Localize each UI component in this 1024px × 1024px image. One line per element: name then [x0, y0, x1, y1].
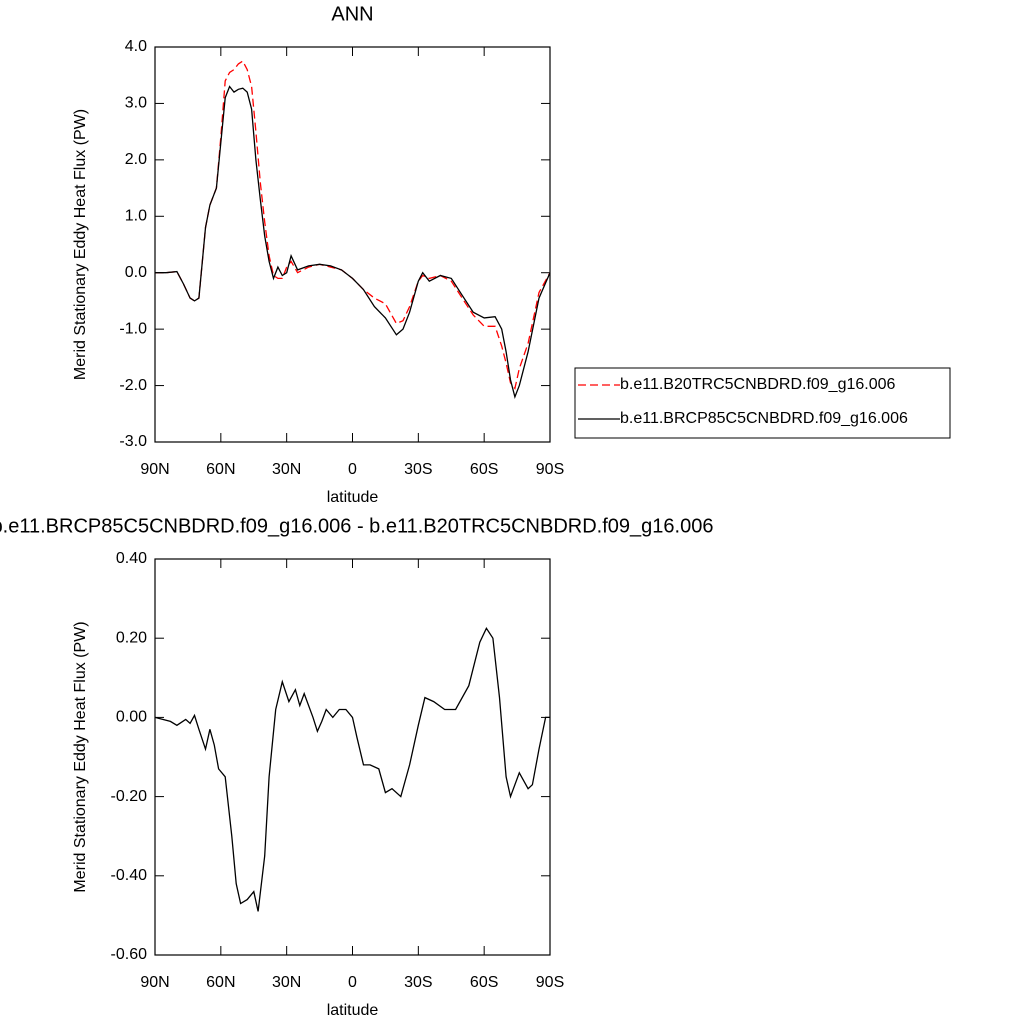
y-tick-label: -3.0: [119, 433, 147, 450]
data-line: [154, 626, 550, 912]
x-tick-label: 30S: [404, 461, 432, 478]
y-tick-label: 0.0: [125, 264, 147, 281]
y-tick-label: 0.00: [116, 709, 147, 726]
x-tick-label: 0: [348, 461, 357, 478]
legend-box: [574, 367, 951, 439]
y-tick-label: -1.0: [119, 320, 147, 337]
y-tick-label: 1.0: [125, 208, 147, 225]
x-tick-label: 30N: [272, 974, 301, 991]
x-tick-label: 60N: [206, 974, 235, 991]
chart-title: ANN: [331, 3, 373, 25]
data-line: [155, 60, 551, 390]
y-tick-label: 4.0: [125, 38, 147, 55]
x-tick-label: 30S: [404, 974, 432, 991]
x-tick-label: 60S: [470, 461, 498, 478]
plot-frame: [154, 46, 551, 443]
plot-frame: [154, 558, 551, 956]
y-tick-label: 0.20: [116, 629, 147, 646]
y-axis-label: Merid Stationary Eddy Heat Flux (PW): [72, 621, 89, 892]
y-axis-label: Merid Stationary Eddy Heat Flux (PW): [72, 109, 89, 380]
x-tick-label: 0: [348, 974, 357, 991]
y-tick-label: 0.40: [116, 550, 147, 567]
y-tick-label: 2.0: [125, 151, 147, 168]
y-tick-label: -2.0: [119, 377, 147, 394]
x-tick-label: 90N: [140, 461, 169, 478]
x-tick-label: 60N: [206, 461, 235, 478]
x-axis-label: latitude: [327, 1002, 379, 1019]
chart-title: b.e11.BRCP85C5CNBDRD.f09_g16.006 - b.e11…: [0, 515, 713, 537]
data-line: [155, 85, 551, 400]
x-tick-label: 60S: [470, 974, 498, 991]
y-tick-label: -0.60: [111, 946, 148, 963]
x-tick-label: 90S: [536, 461, 564, 478]
x-axis-label: latitude: [327, 489, 379, 506]
y-tick-label: -0.20: [111, 788, 148, 805]
legend-label: b.e11.B20TRC5CNBDRD.f09_g16.006: [620, 376, 896, 393]
x-tick-label: 90N: [140, 974, 169, 991]
x-tick-label: 30N: [272, 461, 301, 478]
x-tick-label: 90S: [536, 974, 564, 991]
y-tick-label: -0.40: [111, 867, 148, 884]
legend-label: b.e11.BRCP85C5CNBDRD.f09_g16.006: [620, 410, 908, 427]
y-tick-label: 3.0: [125, 95, 147, 112]
